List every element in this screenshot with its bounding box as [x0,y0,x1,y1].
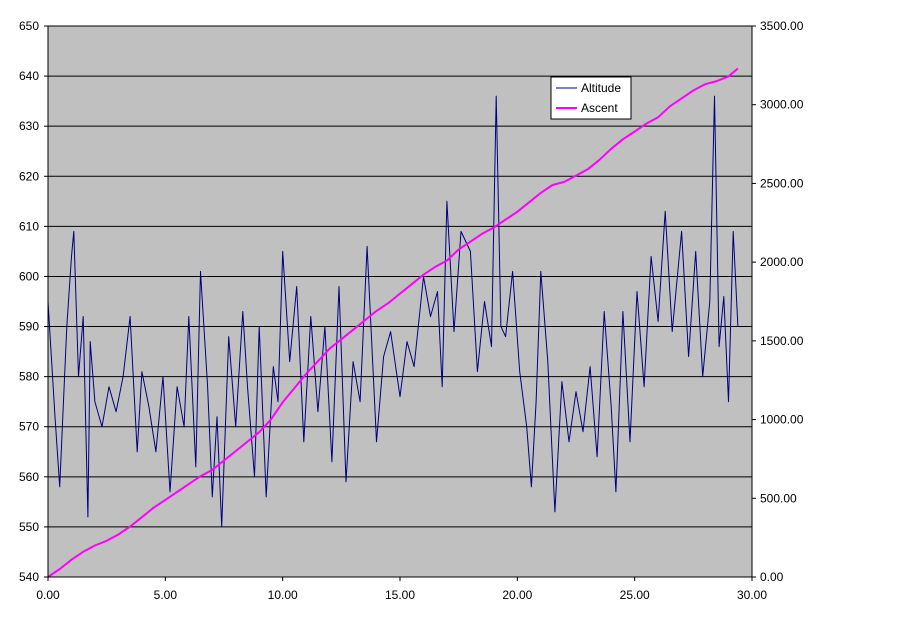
left-tick-label-1: 550 [19,520,39,534]
right-tick-label-5: 2500.00 [760,176,804,190]
x-tick-label-5: 25.00 [620,588,650,602]
right-tick-label-1: 500.00 [760,491,797,505]
series-layer [47,67,739,578]
series-line-ascent [47,67,739,578]
x-axis: 0.00 5.00 10.00 15.00 20.00 25.00 30.00 [36,576,767,602]
left-tick-label-2: 560 [19,470,39,484]
left-tick-label-9: 630 [19,119,39,133]
x-tick-label-0: 0.00 [36,588,60,602]
plot-area [47,25,753,578]
legend-label-altitude: Altitude [581,81,621,95]
series-line-altitude [47,95,739,528]
legend-box [550,76,632,120]
right-y-axis: 0.00 500.00 1000.00 1500.00 2000.00 2500.00 30… [751,19,804,584]
left-tick-label-8: 620 [19,169,39,183]
left-tick-label-10: 640 [19,69,39,83]
x-tick-label-6: 30.00 [737,588,767,602]
right-tick-label-4: 2000.00 [760,255,804,269]
right-tick-label-3: 1500.00 [760,334,804,348]
right-tick-label-7: 3500.00 [760,19,804,33]
right-tick-label-0: 0.00 [760,570,784,584]
right-tick-label-6: 3000.00 [760,98,804,112]
gridlines [48,25,752,528]
left-tick-label-7: 610 [19,219,39,233]
right-tick-label-2: 1000.00 [760,413,804,427]
x-tick-label-1: 5.00 [154,588,178,602]
left-tick-label-6: 600 [19,269,39,283]
x-tick-label-4: 20.00 [502,588,532,602]
x-tick-label-2: 10.00 [268,588,298,602]
left-tick-label-11: 650 [19,19,39,33]
left-y-axis: 540 550 560 570 580 590 600 610 620 630 640 650 [19,19,49,584]
legend-label-ascent: Ascent [581,101,618,115]
left-tick-label-0: 540 [19,570,39,584]
left-tick-label-5: 590 [19,320,39,334]
left-tick-label-4: 580 [19,370,39,384]
left-tick-label-3: 570 [19,420,39,434]
x-tick-label-3: 15.00 [385,588,415,602]
legend: Altitude Ascent [550,76,632,120]
